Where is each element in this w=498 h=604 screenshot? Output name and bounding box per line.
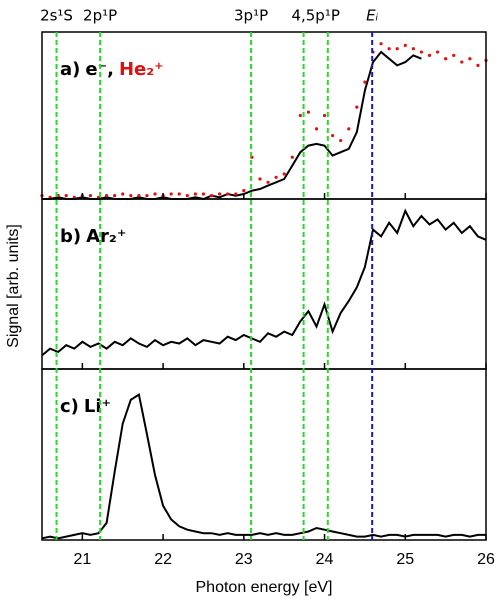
data-point [290,155,294,159]
data-point [339,138,343,143]
data-point [298,113,302,118]
x-tick-label: 25 [396,551,414,568]
x-tick-label: 23 [235,551,253,568]
data-point [201,192,206,196]
level-label: 2p¹P [83,7,117,25]
x-tick-label: 22 [154,551,172,568]
data-point [347,127,351,131]
data-point [113,194,117,198]
data-point [169,192,173,196]
data-point [476,63,480,67]
panel-frame [41,368,487,541]
panel-label: c) Li⁺ [60,396,111,417]
level-label: 3p¹P [234,7,268,25]
data-point [258,177,262,181]
data-point [331,133,335,138]
x-tick-label: 21 [73,551,91,568]
data-point [104,194,109,198]
level-label: Eᵢ [366,7,378,25]
x-tick-label: 26 [477,551,495,568]
panel-frame [41,198,487,370]
data-point [145,194,149,198]
data-point [193,192,197,196]
data-point [177,192,181,196]
panel-letter: b) [60,226,81,247]
data-point [242,189,246,193]
level-label: 4,5p¹P [291,7,339,25]
data-point [64,194,68,198]
data-point [153,192,157,196]
legend-entry: e⁻ [85,59,107,80]
data-point [185,194,189,198]
data-point [129,194,133,198]
data-point [460,60,464,64]
level-label: 2s¹S [40,7,73,25]
data-point [209,194,214,198]
data-point [226,192,230,196]
legend-entry: Ar₂⁺ [86,226,126,247]
data-point [306,110,310,114]
data-line [42,50,422,201]
data-line [41,392,486,540]
data-point [314,127,319,131]
x-tick-label: 24 [316,551,334,568]
data-point [379,42,383,46]
data-point [419,50,424,54]
panel-label: a) e⁻, He₂⁺ [60,59,164,80]
data-point [435,50,440,54]
legend-entry: He₂⁺ [119,59,164,80]
data-line [41,208,487,357]
legend-entry: Li⁺ [84,396,111,417]
legend-separator: , [107,59,114,80]
data-point [88,194,93,198]
data-point [427,53,432,57]
data-point [363,80,367,84]
data-point [444,57,448,61]
data-point [266,180,270,184]
data-point [403,43,407,47]
data-point [411,47,415,51]
data-point [395,47,399,51]
x-axis-label: Photon energy [eV] [196,579,333,596]
data-point [452,53,456,57]
data-point [282,172,286,176]
data-point [234,192,238,196]
data-point [218,192,222,196]
y-axis-label: Signal [arb. units] [5,224,22,348]
data-point [72,195,76,199]
data-point [274,175,278,179]
data-point [468,57,472,61]
data-point [355,105,359,109]
data-point [137,194,141,198]
data-point [322,113,327,118]
panel-letter: c) [60,396,79,417]
data-point [387,47,391,51]
data-point [48,195,52,199]
data-point [121,192,125,196]
panel-letter: a) [60,59,80,80]
panel-label: b) Ar₂⁺ [60,226,126,247]
